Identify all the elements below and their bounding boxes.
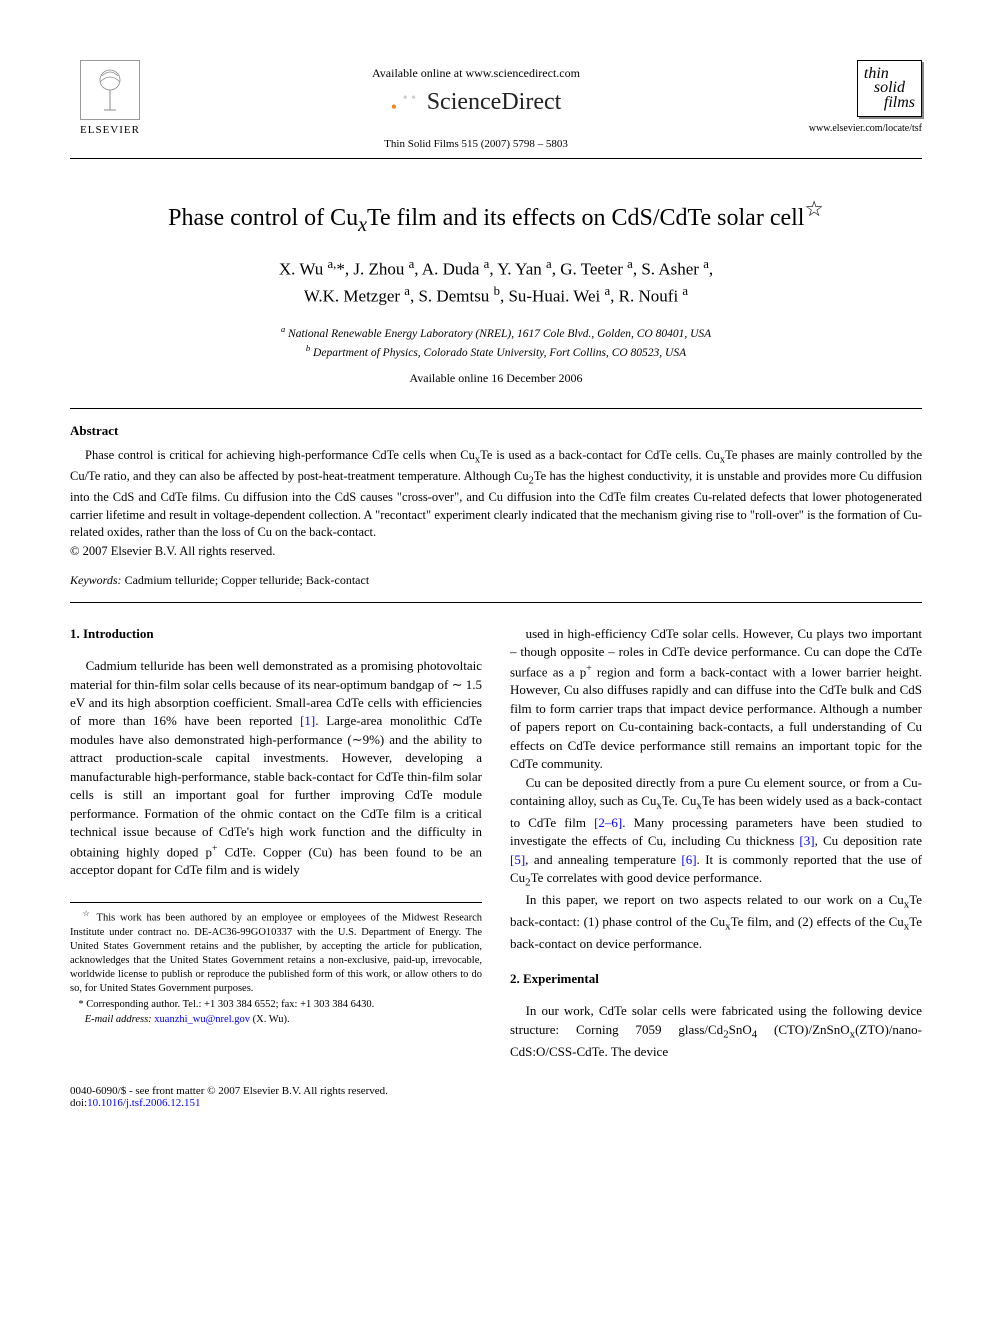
publication-date: Available online 16 December 2006 <box>70 371 922 386</box>
section-1-para-3: Cu can be deposited directly from a pure… <box>510 774 922 892</box>
email-suffix: (X. Wu). <box>250 1014 290 1025</box>
section-2-para-1: In our work, CdTe solar cells were fabri… <box>510 1002 922 1061</box>
elsevier-label: ELSEVIER <box>80 124 140 136</box>
journal-header: ELSEVIER Available online at www.science… <box>70 60 922 150</box>
abstract-heading: Abstract <box>70 423 922 439</box>
available-online-text: Available online at www.sciencedirect.co… <box>150 66 802 81</box>
footer-doi: doi:10.1016/j.tsf.2006.12.151 <box>70 1097 388 1109</box>
affiliations: a National Renewable Energy Laboratory (… <box>70 323 922 361</box>
column-left: 1. Introduction Cadmium telluride has be… <box>70 625 482 1061</box>
article-title: Phase control of CuxTe film and its effe… <box>70 197 922 237</box>
journal-logo-line: films <box>884 96 915 110</box>
sciencedirect-logo: ScienceDirect <box>391 89 562 116</box>
affiliation-a: a National Renewable Energy Laboratory (… <box>70 323 922 342</box>
section-2-heading: 2. Experimental <box>510 970 922 988</box>
abstract-bottom-divider <box>70 602 922 603</box>
journal-reference: Thin Solid Films 515 (2007) 5798 – 5803 <box>150 138 802 150</box>
authors: X. Wu a,*, J. Zhou a, A. Duda a, Y. Yan … <box>70 255 922 309</box>
journal-logo-box: thin solid films <box>857 60 922 117</box>
keywords-label: Keywords: <box>70 573 122 587</box>
elsevier-tree-icon <box>80 60 140 120</box>
email-link[interactable]: xuanzhi_wu@nrel.gov <box>154 1014 250 1025</box>
journal-url: www.elsevier.com/locate/tsf <box>802 123 922 134</box>
abstract-body: Phase control is critical for achieving … <box>70 447 922 542</box>
page-footer: 0040-6090/$ - see front matter © 2007 El… <box>70 1085 922 1109</box>
copyright: © 2007 Elsevier B.V. All rights reserved… <box>70 544 922 559</box>
doi-label: doi: <box>70 1097 87 1109</box>
column-right: used in high-efficiency CdTe solar cells… <box>510 625 922 1061</box>
sciencedirect-text: ScienceDirect <box>427 89 562 116</box>
center-banner: Available online at www.sciencedirect.co… <box>150 60 802 150</box>
abstract-text: Phase control is critical for achieving … <box>70 447 922 542</box>
header-divider <box>70 158 922 159</box>
abstract-top-divider <box>70 408 922 409</box>
elsevier-logo: ELSEVIER <box>70 60 150 150</box>
footnote-corresponding: * Corresponding author. Tel.: +1 303 384… <box>70 998 482 1012</box>
footnote-disclaimer: ☆ This work has been authored by an empl… <box>70 909 482 997</box>
email-label: E-mail address: <box>85 1014 152 1025</box>
doi-link[interactable]: 10.1016/j.tsf.2006.12.151 <box>87 1097 200 1109</box>
footnote-email: E-mail address: xuanzhi_wu@nrel.gov (X. … <box>70 1013 482 1027</box>
journal-logo: thin solid films www.elsevier.com/locate… <box>802 60 922 134</box>
section-1-heading: 1. Introduction <box>70 625 482 643</box>
footnotes: ☆ This work has been authored by an empl… <box>70 902 482 1027</box>
section-1-para-2: used in high-efficiency CdTe solar cells… <box>510 625 922 774</box>
section-1-para-1: Cadmium telluride has been well demonstr… <box>70 657 482 880</box>
footer-left: 0040-6090/$ - see front matter © 2007 El… <box>70 1085 388 1109</box>
keywords: Keywords: Cadmium telluride; Copper tell… <box>70 573 922 588</box>
section-1-para-4: In this paper, we report on two aspects … <box>510 891 922 953</box>
sciencedirect-dots-icon <box>391 91 421 115</box>
keywords-text: Cadmium telluride; Copper telluride; Bac… <box>122 573 370 587</box>
affiliation-b: b Department of Physics, Colorado State … <box>70 342 922 361</box>
footer-copyright: 0040-6090/$ - see front matter © 2007 El… <box>70 1085 388 1097</box>
body-columns: 1. Introduction Cadmium telluride has be… <box>70 625 922 1061</box>
